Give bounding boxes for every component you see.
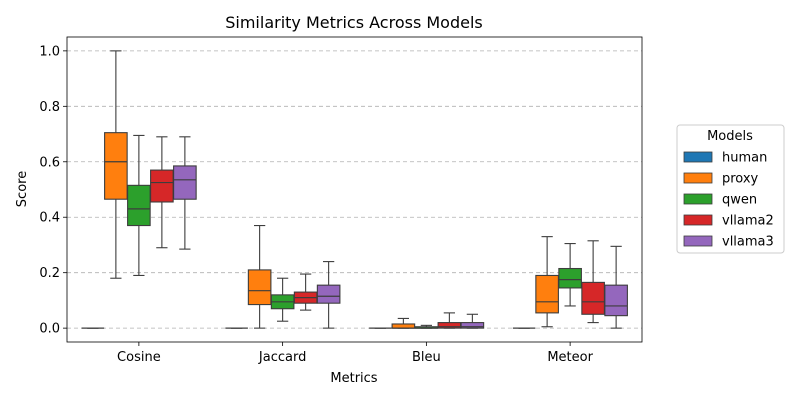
legend-title: Models [707, 129, 753, 144]
iqr-box [247, 269, 272, 306]
legend-swatch [683, 151, 713, 163]
iqr-box [316, 284, 341, 304]
x-tick-label: Bleu [412, 350, 441, 365]
legend-item-vllama3: vllama3 [683, 235, 774, 250]
legend-swatch [683, 214, 713, 226]
axes: 0.0 0.2 0.4 0.6 0.8 1.0 Cosine Jaccard Bleu Meteo… [39, 44, 593, 365]
plot-frame [66, 36, 643, 343]
box-vllama3-cosine [173, 136, 197, 250]
iqr-box [127, 184, 151, 227]
x-axis-label: Metrics [330, 371, 377, 386]
legend-label: vllama3 [722, 235, 774, 250]
iqr-box [173, 165, 197, 200]
y-tick-label: 0.0 [39, 322, 60, 337]
x-tick-label: Jaccard [258, 350, 306, 365]
iqr-box [391, 323, 416, 329]
legend-label: proxy [722, 172, 759, 187]
iqr-box [535, 274, 559, 314]
box-vllama3-meteor [604, 245, 628, 329]
legend-items: human proxy qwen vllama2 vllama3 [683, 151, 774, 250]
box-qwen-cosine [127, 134, 151, 277]
iqr-box [104, 132, 128, 200]
box-proxy-jaccard [247, 224, 272, 329]
box-vllama2-bleu [437, 312, 462, 329]
y-axis-label: Score [15, 171, 30, 207]
legend-label: qwen [722, 193, 757, 208]
box-vllama2-meteor [581, 240, 605, 324]
legend: Models human proxy qwen vllama2 vllama3 [676, 124, 785, 254]
iqr-box [460, 322, 485, 329]
gridlines [67, 50, 642, 329]
x-tick-label: Meteor [547, 350, 593, 365]
y-tick-label: 0.2 [39, 266, 60, 281]
box-qwen-meteor [558, 243, 582, 307]
iqr-box [150, 169, 174, 203]
legend-swatch [683, 172, 713, 184]
legend-item-vllama2: vllama2 [683, 214, 774, 229]
box-qwen-bleu [414, 324, 439, 329]
box-proxy-bleu [391, 317, 416, 329]
iqr-box [558, 267, 582, 289]
iqr-box [581, 281, 605, 315]
legend-label: vllama2 [722, 214, 774, 229]
legend-label: human [722, 151, 767, 166]
box-qwen-jaccard [270, 277, 295, 322]
legend-item-proxy: proxy [683, 172, 759, 187]
legend-swatch [683, 235, 713, 247]
y-tick-label: 0.6 [39, 155, 60, 170]
box-vllama2-cosine [150, 136, 174, 249]
legend-item-qwen: qwen [683, 193, 757, 208]
iqr-box [604, 284, 628, 317]
box-vllama3-jaccard [316, 261, 341, 329]
y-tick-label: 1.0 [39, 44, 60, 59]
box-series-layer [81, 50, 628, 329]
x-tick-label: Cosine [117, 350, 161, 365]
box-proxy-meteor [535, 236, 559, 328]
y-tick-label: 0.4 [39, 211, 60, 226]
box-vllama2-jaccard [293, 273, 318, 311]
legend-item-human: human [683, 151, 767, 166]
chart-title: Similarity Metrics Across Models [225, 13, 483, 32]
box-vllama3-bleu [460, 313, 485, 329]
box-proxy-cosine [104, 50, 128, 279]
legend-swatch [683, 193, 713, 205]
y-tick-label: 0.8 [39, 100, 60, 115]
